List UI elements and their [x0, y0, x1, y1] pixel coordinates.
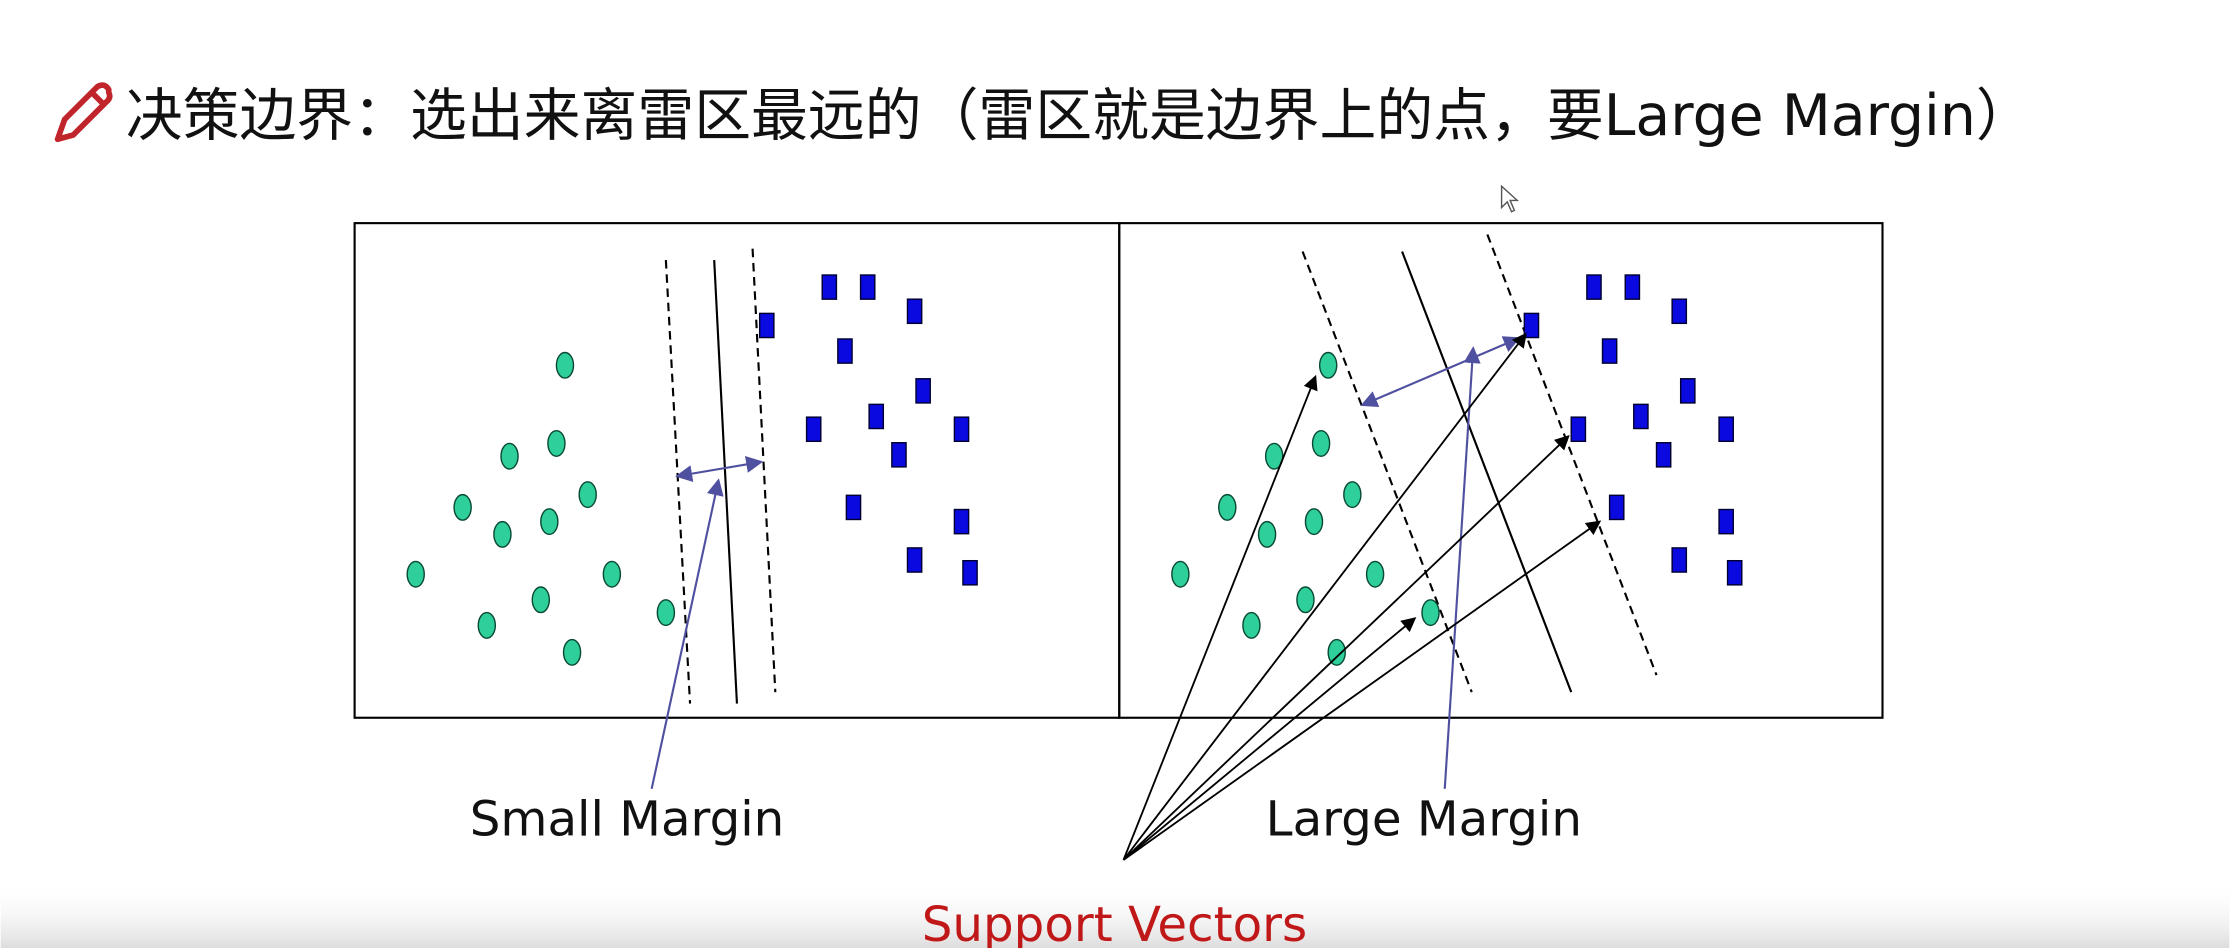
class-b-point — [1718, 416, 1734, 443]
class-a-point — [1218, 493, 1237, 521]
class-a-point — [1318, 351, 1338, 379]
class-b-point — [1726, 559, 1743, 586]
class-b-point — [1671, 547, 1688, 573]
bottom-fade — [0, 881, 2230, 948]
label-pointer — [650, 478, 724, 790]
support-vector-arrow — [1122, 374, 1318, 861]
class-b-point — [1671, 298, 1688, 325]
class-b-point — [1523, 312, 1540, 339]
class-b-point — [821, 274, 838, 300]
right-panel — [1118, 222, 1884, 719]
class-a-point — [453, 493, 472, 521]
class-a-point — [1343, 481, 1362, 509]
class-b-point — [859, 274, 876, 300]
class-b-point — [1679, 378, 1696, 404]
class-a-point — [477, 611, 497, 639]
class-a-point — [493, 520, 512, 548]
class-a-point — [540, 508, 559, 536]
label-pointer — [1443, 346, 1481, 789]
left-panel — [353, 222, 1121, 719]
class-a-point — [406, 560, 425, 588]
class-b-point — [906, 298, 923, 325]
class-a-point — [578, 481, 597, 509]
class-b-point — [845, 494, 862, 521]
class-a-point — [1264, 442, 1284, 470]
class-a-point — [500, 442, 519, 470]
small-margin-label: Small Margin — [470, 792, 785, 848]
class-b-point — [1655, 442, 1672, 468]
margin-arrow — [1360, 336, 1521, 408]
class-a-point — [531, 586, 551, 614]
class-b-point — [915, 378, 931, 404]
decision-boundary — [1401, 251, 1573, 693]
class-b-point — [953, 508, 970, 535]
support-vector-arrow — [1122, 435, 1570, 861]
class-b-point — [1586, 274, 1602, 300]
margin-line — [1486, 234, 1658, 676]
class-a-point — [555, 351, 575, 379]
title: 决策边界：选出来离雷区最远的（雷区就是边界上的点，要Large Margin） — [126, 83, 2033, 149]
class-b-point — [962, 559, 978, 586]
large-margin-label: Large Margin — [1266, 792, 1582, 848]
class-a-point — [1296, 586, 1315, 614]
support-vector-arrow — [1122, 332, 1527, 861]
margin-line — [751, 248, 777, 693]
class-b-point — [837, 338, 853, 364]
class-b-point — [1570, 416, 1587, 443]
class-a-point — [1242, 611, 1261, 639]
support-vector-arrow — [1122, 617, 1417, 861]
class-a-point — [656, 599, 676, 627]
class-b-point — [1601, 338, 1618, 364]
class-a-point — [562, 638, 582, 666]
class-b-point — [1633, 403, 1649, 430]
class-b-point — [906, 547, 923, 573]
support-vector-arrow — [1122, 520, 1602, 861]
class-a-point — [1257, 520, 1277, 548]
class-a-point — [602, 560, 622, 588]
pencil-icon — [54, 82, 113, 143]
cursor — [1500, 184, 1520, 213]
class-b-point — [891, 442, 907, 468]
margin-line — [1301, 251, 1473, 693]
class-a-point — [1304, 508, 1324, 536]
class-b-point — [1608, 494, 1625, 521]
class-b-point — [758, 312, 775, 339]
class-a-point — [1327, 638, 1346, 666]
class-a-point — [1365, 560, 1385, 588]
class-b-point — [868, 403, 885, 430]
class-b-point — [805, 416, 822, 443]
class-a-point — [1171, 560, 1190, 588]
margin-line — [664, 260, 692, 704]
support-vectors-label: Support Vectors — [922, 897, 1307, 948]
svm-figure — [353, 222, 1884, 861]
class-b-point — [1624, 274, 1641, 300]
class-a-point — [547, 429, 566, 457]
class-b-point — [953, 416, 970, 443]
class-b-point — [1718, 508, 1734, 535]
margin-arrow — [675, 456, 764, 483]
class-a-point — [1311, 429, 1331, 457]
class-a-point — [1421, 599, 1440, 627]
